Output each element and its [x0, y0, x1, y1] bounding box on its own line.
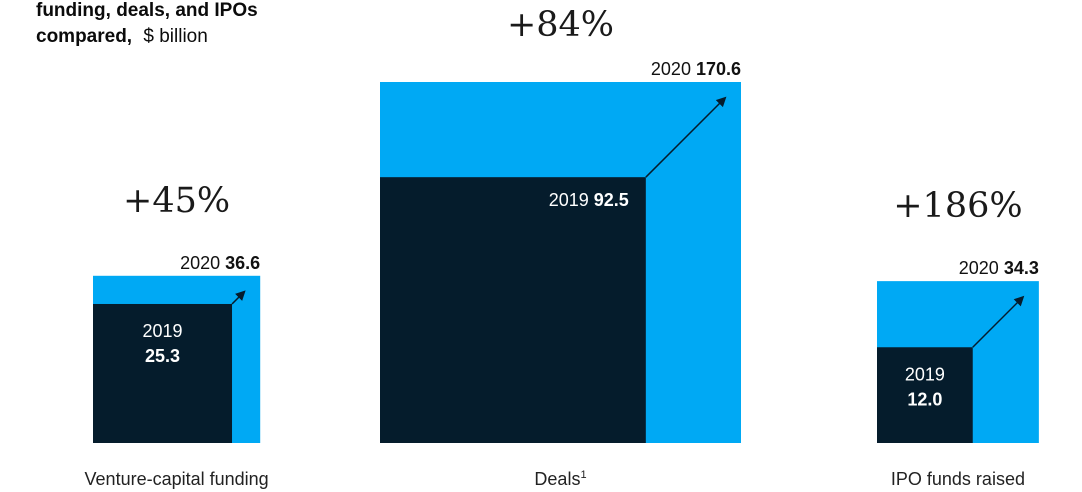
group-deals: 2020 170.6 2019 92.5 +84% Deals1 — [380, 5, 741, 489]
label-2019-year: 2019 — [549, 190, 594, 210]
chart-title-line2: compared, $ billion — [36, 26, 208, 47]
bar-2019-deals — [380, 177, 646, 443]
label-2020-year: 2020 — [959, 258, 1004, 278]
category-name: IPO funds raised — [891, 469, 1025, 489]
arrow-ipo-funds-raised — [972, 295, 1025, 348]
label-2019-value-ipo-funds-raised: 12.0 — [907, 389, 942, 409]
category-name: Venture-capital funding — [85, 469, 269, 489]
category-footnote: 1 — [580, 469, 586, 481]
label-2020-deals: 2020 170.6 — [651, 59, 741, 79]
change-ipo-funds-raised: +186% — [893, 186, 1022, 226]
label-2020-venture-capital-funding: 2020 36.6 — [180, 253, 260, 273]
category-deals: Deals1 — [534, 469, 586, 489]
label-2020-ipo-funds-raised: 2020 34.3 — [959, 258, 1039, 278]
category-ipo-funds-raised: IPO funds raised — [891, 469, 1025, 489]
label-2020-value: 170.6 — [696, 59, 741, 79]
label-2020-year: 2020 — [651, 59, 696, 79]
arrow-deals — [645, 96, 727, 178]
category-venture-capital-funding: Venture-capital funding — [85, 469, 269, 489]
group-venture-capital-funding: 2020 36.6 2019 25.3 +45% Venture-capital fun… — [85, 181, 269, 489]
bar-2019-venture-capital-funding — [93, 303, 233, 443]
chart-title-line1: funding, deals, and IPOs — [36, 0, 258, 21]
label-2019-year-venture-capital-funding: 2019 — [142, 321, 182, 341]
chart-title-bold: compared, — [36, 26, 132, 47]
label-2020-year: 2020 — [180, 253, 225, 273]
chart-title-unit: $ billion — [143, 26, 207, 47]
label-2020-value: 36.6 — [225, 253, 260, 273]
label-2020-value: 34.3 — [1004, 258, 1039, 278]
label-2019-deals: 2019 92.5 — [549, 190, 629, 210]
arrow-venture-capital-funding — [231, 290, 246, 305]
group-ipo-funds-raised: 2020 34.3 2019 12.0 +186% IPO funds raised — [877, 186, 1039, 489]
change-deals: +84% — [507, 5, 614, 45]
category-name: Deals — [534, 469, 580, 489]
change-venture-capital-funding: +45% — [123, 181, 230, 221]
label-2019-value-venture-capital-funding: 25.3 — [145, 346, 180, 366]
label-2019-year-ipo-funds-raised: 2019 — [905, 364, 945, 384]
label-2019-value: 92.5 — [594, 190, 629, 210]
bar-2019-ipo-funds-raised — [877, 347, 973, 443]
